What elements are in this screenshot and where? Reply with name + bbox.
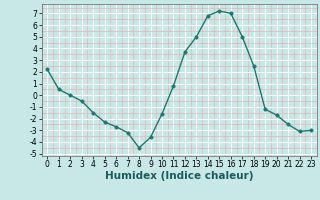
X-axis label: Humidex (Indice chaleur): Humidex (Indice chaleur) xyxy=(105,171,253,181)
